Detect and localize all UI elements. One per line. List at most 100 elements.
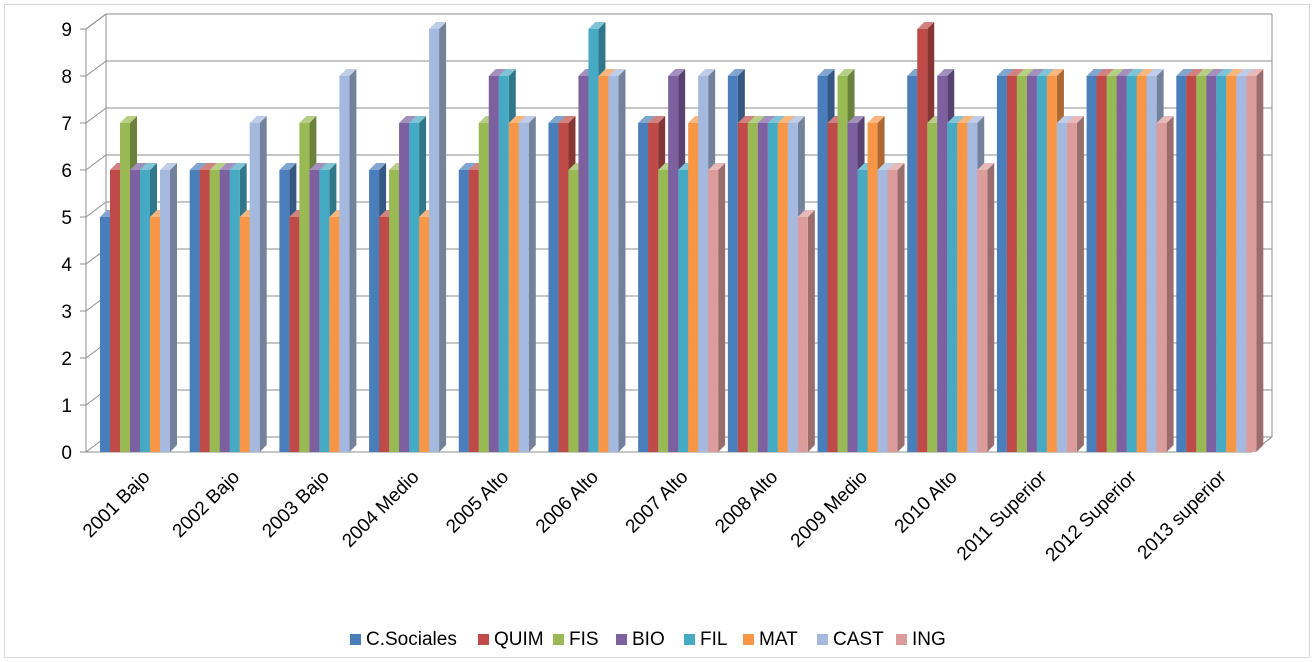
bar-top — [1096, 69, 1114, 76]
bar-ing — [1066, 116, 1084, 452]
bar-top — [947, 116, 965, 123]
bar-top — [1026, 69, 1044, 76]
bar-top — [1106, 69, 1124, 76]
bar-front — [837, 76, 848, 452]
bar-front — [419, 217, 430, 452]
bar-top — [1186, 69, 1204, 76]
bar-cast — [608, 69, 626, 452]
bar-front — [498, 76, 509, 452]
bar-top — [1176, 69, 1194, 76]
bar-front — [678, 170, 689, 452]
bar-front — [518, 123, 529, 452]
bar-top — [1216, 69, 1234, 76]
bar-top — [1196, 69, 1214, 76]
bar-top — [518, 116, 536, 123]
bar-top — [588, 22, 606, 29]
bar-top — [130, 163, 147, 170]
bar-top — [996, 69, 1014, 76]
bar-top — [787, 116, 805, 123]
bar-front — [279, 170, 290, 452]
bar-front — [468, 170, 479, 452]
bar-front — [648, 123, 659, 452]
bar-front — [1186, 76, 1197, 452]
bar-front — [379, 217, 390, 452]
legend-item-quim: QUIM — [478, 629, 544, 650]
bar-front — [229, 170, 240, 452]
bar-top — [429, 22, 447, 29]
bar-front — [289, 217, 300, 452]
bar-front — [140, 170, 150, 452]
bar-front — [339, 76, 350, 452]
legend-label: FIL — [700, 629, 727, 650]
bar-top — [648, 116, 666, 123]
bar-top — [887, 163, 905, 170]
bar-front — [907, 76, 918, 452]
bar-side — [897, 163, 905, 452]
bar-top — [1206, 69, 1224, 76]
bar-top — [957, 116, 975, 123]
y-tick-label: 6 — [61, 161, 72, 182]
bar-top — [558, 116, 576, 123]
bar-front — [658, 170, 669, 452]
bar-front — [399, 123, 410, 452]
bar-top — [120, 116, 137, 123]
y-axis-tick-labels: 0 1 2 3 4 5 6 7 8 9 — [61, 20, 72, 464]
bar-front — [947, 123, 958, 452]
legend-swatch — [817, 634, 828, 645]
y-tick-label: 3 — [61, 302, 72, 323]
bar-top — [458, 163, 476, 170]
legend: C.Sociales QUIM FIS BIO FIL MAT CAST ING — [350, 629, 946, 650]
bar-front — [867, 123, 878, 452]
bar-front — [150, 217, 160, 452]
bar-top — [598, 69, 616, 76]
bar-front — [488, 76, 499, 452]
bar-front — [209, 170, 220, 452]
x-category-label: 2004 Medio — [338, 467, 423, 552]
y-tick-label: 9 — [61, 20, 72, 41]
bar-top — [877, 163, 895, 170]
bar-front — [1106, 76, 1117, 452]
bar-top — [638, 116, 656, 123]
bar-top — [837, 69, 855, 76]
bar-top — [757, 116, 775, 123]
bar-front — [937, 76, 948, 452]
bar-front — [409, 123, 420, 452]
bar-front — [1006, 76, 1017, 452]
bar-top — [817, 69, 835, 76]
bar-front — [458, 170, 469, 452]
bar-ing — [1156, 116, 1174, 452]
y-tick-label: 7 — [61, 114, 72, 135]
bar-front — [1126, 76, 1137, 452]
legend-swatch — [896, 634, 907, 645]
bar-ing — [887, 163, 905, 452]
bar-front — [1216, 76, 1227, 452]
bar-front — [727, 76, 738, 452]
bar-top — [1016, 69, 1034, 76]
bar-side — [1076, 116, 1084, 452]
bar-front — [847, 123, 858, 452]
bar-front — [1196, 76, 1207, 452]
bar-side — [349, 69, 357, 452]
legend-label: ING — [912, 629, 946, 650]
legend-item-ing: ING — [896, 629, 946, 650]
legend-item-fis: FIS — [553, 629, 599, 650]
bar-front — [568, 170, 579, 452]
bar-front — [299, 123, 310, 452]
bar-cast — [160, 163, 177, 452]
bar-top — [917, 22, 935, 29]
bar-front — [508, 123, 519, 452]
x-category-label: 2005 Alto — [442, 467, 513, 538]
y-tick-label: 0 — [61, 443, 72, 464]
bar-front — [817, 76, 828, 452]
bar-top — [160, 163, 177, 170]
bar-ing — [977, 163, 995, 452]
bar-top — [508, 116, 526, 123]
bar-front — [1096, 76, 1107, 452]
bar-top — [1046, 69, 1064, 76]
bar-front — [1206, 76, 1217, 452]
bar-top — [399, 116, 417, 123]
bar-top — [219, 163, 237, 170]
legend-item-fil: FIL — [684, 629, 727, 650]
bar-front — [777, 123, 788, 452]
